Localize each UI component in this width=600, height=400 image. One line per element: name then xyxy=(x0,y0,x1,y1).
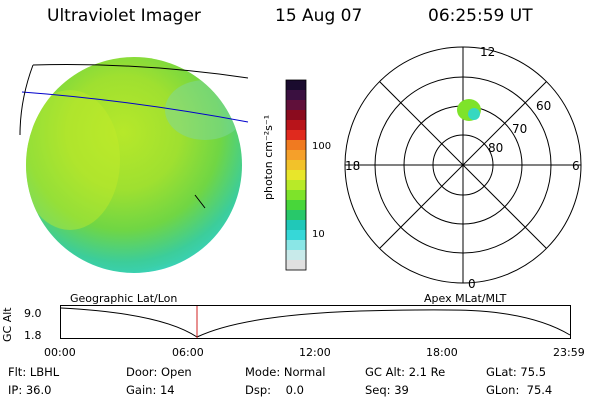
colorbar-unit-label: photon cm⁻²s⁻¹ xyxy=(262,114,275,200)
colorbar-segment xyxy=(286,90,306,101)
info-gcalt: GC Alt: 2.1 Re xyxy=(365,365,446,379)
orbit-ylabel: GC Alt xyxy=(1,307,14,342)
polar-label-right: 6 xyxy=(572,159,580,173)
orbit-xtick-4: 23:59 xyxy=(553,346,585,359)
info-ip: IP: 36.0 xyxy=(8,383,52,397)
colorbar-segment xyxy=(286,80,306,91)
colorbar-segment xyxy=(286,220,306,231)
colorbar-segment xyxy=(286,260,306,271)
polar-ring-80: 80 xyxy=(488,141,503,155)
orbit-xtick-1: 06:00 xyxy=(172,346,204,359)
colorbar-segment xyxy=(286,250,306,261)
info-glon: GLon: 75.4 xyxy=(486,383,553,397)
colorbar-segment xyxy=(286,190,306,201)
polar-label-left: 18 xyxy=(345,159,360,173)
orbit-ymax: 9.0 xyxy=(24,307,42,320)
uv-earth-image xyxy=(19,57,249,273)
colorbar-segment xyxy=(286,170,306,181)
colorbar-segment xyxy=(286,120,306,131)
lon-line xyxy=(21,91,249,123)
orbit-altitude-curve xyxy=(60,307,571,338)
polar-label-top: 12 xyxy=(480,45,495,59)
orbit-right-title: Apex MLat/MLT xyxy=(424,292,507,305)
info-gain: Gain: 14 xyxy=(126,383,175,397)
polar-label-bottom: 0 xyxy=(468,277,476,291)
colorbar-segment xyxy=(286,150,306,161)
colorbar-segment xyxy=(286,230,306,241)
orbit-ymin: 1.8 xyxy=(24,329,42,342)
info-mode: Mode: Normal xyxy=(245,365,326,379)
info-seq: Seq: 39 xyxy=(365,383,409,397)
colorbar-segment xyxy=(286,100,306,111)
colorbar-segment xyxy=(286,200,306,211)
color-scale-bar xyxy=(285,79,307,271)
date-label: 15 Aug 07 xyxy=(275,6,363,26)
info-dsp: Dsp: 0.0 xyxy=(245,383,304,397)
colorbar-segment xyxy=(286,130,306,141)
polar-ring-70: 70 xyxy=(512,122,527,136)
info-glat: GLat: 75.5 xyxy=(486,365,547,379)
time-label: 06:25:59 UT xyxy=(428,6,533,26)
colorbar-segment xyxy=(286,210,306,221)
colorbar-tick-10: 10 xyxy=(312,229,325,240)
colorbar-segment xyxy=(286,110,306,121)
colorbar-segment xyxy=(286,240,306,251)
orbit-xtick-2: 12:00 xyxy=(299,346,331,359)
colorbar-segment xyxy=(286,160,306,171)
orbit-xtick-3: 18:00 xyxy=(426,346,458,359)
info-door: Door: Open xyxy=(126,365,192,379)
colorbar-segment xyxy=(286,140,306,151)
polar-ring-60: 60 xyxy=(536,99,551,113)
orbit-left-title: Geographic Lat/Lon xyxy=(70,292,178,305)
lat-line xyxy=(32,64,249,79)
info-flt: Flt: LBHL xyxy=(8,365,60,379)
colorbar-segment xyxy=(286,180,306,191)
polar-plot: 12 0 18 6 60 70 80 xyxy=(344,45,582,291)
colorbar-tick-100: 100 xyxy=(312,141,332,152)
orbit-altitude-plot xyxy=(60,305,571,339)
orbit-xtick-0: 00:00 xyxy=(44,346,76,359)
instrument-title: Ultraviolet Imager xyxy=(47,6,201,26)
